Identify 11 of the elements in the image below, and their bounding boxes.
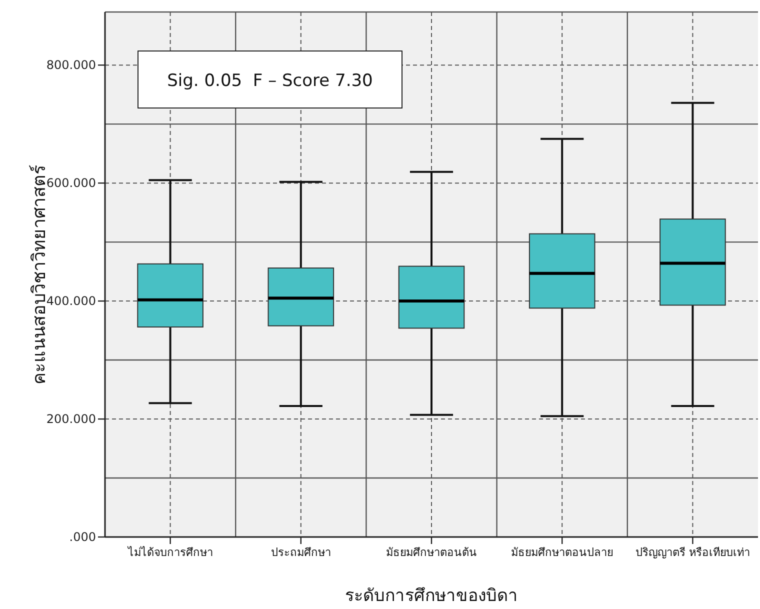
x-axis-title: ระดับการศึกษาของบิดา [345,586,518,606]
x-tick-label: ไม่ได้จบการศึกษา [126,546,213,559]
y-tick-label: 600.000 [46,176,96,190]
x-tick-label: มัธยมศึกษาตอนต้น [386,546,477,559]
x-tick-label: มัธยมศึกษาตอนปลาย [511,546,614,559]
y-tick-label: .000 [69,530,96,544]
annotation: Sig. 0.05 F – Score 7.30 [167,71,373,91]
x-tick-label: ปริญญาตรี หรือเทียบเท่า [635,546,750,559]
x-tick-label: ประถมศึกษา [270,546,331,559]
y-tick-label: 200.000 [46,412,96,426]
y-tick-label: 800.000 [46,58,96,72]
